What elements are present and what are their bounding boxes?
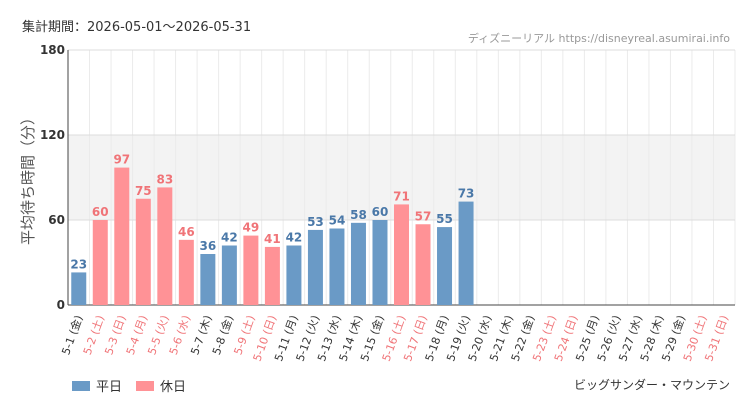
bar-value-label: 49 — [243, 221, 260, 235]
bar-value-label: 58 — [350, 208, 367, 222]
legend-swatch-weekday — [72, 380, 90, 391]
bar-value-label: 97 — [113, 153, 130, 167]
bar-value-label: 60 — [92, 205, 109, 219]
bar-value-label: 60 — [372, 205, 389, 219]
bar — [350, 222, 366, 305]
bar-value-label: 23 — [70, 257, 87, 271]
bar — [71, 272, 87, 305]
y-tick-label: 180 — [40, 43, 65, 57]
bar-value-label: 55 — [436, 212, 453, 226]
bar — [264, 246, 280, 305]
bar — [437, 227, 453, 305]
bar-value-label: 71 — [393, 189, 410, 203]
legend-label-weekday: 平日 — [96, 380, 123, 395]
period-label: 集計期間：2026-05-01〜2026-05-31 — [22, 20, 252, 35]
bar — [243, 235, 259, 305]
bar — [307, 229, 323, 305]
bar — [178, 239, 194, 305]
bar — [394, 204, 409, 305]
y-tick-label: 120 — [40, 128, 65, 142]
bar-value-label: 42 — [221, 231, 238, 245]
bar — [372, 220, 388, 305]
bar-value-label: 42 — [286, 231, 303, 245]
site-credit: ディズニーリアル https://disneyreal.asumirai.inf… — [467, 32, 730, 45]
attraction-name: ビッグサンダー・マウンテン — [573, 378, 730, 392]
bar-value-label: 46 — [178, 225, 195, 239]
y-axis-title: 平均待ち時間（分） — [19, 110, 37, 245]
bar-value-label: 36 — [200, 239, 217, 253]
bar — [286, 245, 302, 305]
bar — [200, 254, 216, 305]
bar-value-label: 57 — [415, 209, 432, 223]
bar — [135, 198, 151, 305]
bar — [92, 220, 108, 305]
legend-label-holiday: 休日 — [160, 380, 187, 395]
bar-value-label: 73 — [458, 187, 475, 201]
bar — [157, 187, 173, 305]
bar-value-label: 83 — [156, 172, 173, 186]
bar — [221, 245, 237, 305]
legend-swatch-holiday — [136, 380, 155, 391]
bar — [329, 228, 345, 305]
bar-value-label: 54 — [329, 214, 346, 228]
y-tick-label: 60 — [48, 213, 65, 227]
bar-value-label: 75 — [135, 184, 152, 198]
legend: 平日 休日 — [72, 376, 186, 395]
legend-item-weekday: 平日 — [72, 376, 122, 395]
bar — [114, 167, 130, 305]
legend-item-holiday: 休日 — [136, 376, 186, 395]
bar-value-label: 53 — [307, 215, 324, 229]
bar — [458, 201, 474, 305]
bar-value-label: 41 — [264, 232, 281, 246]
y-tick-label: 0 — [57, 298, 65, 312]
bar — [415, 224, 431, 305]
